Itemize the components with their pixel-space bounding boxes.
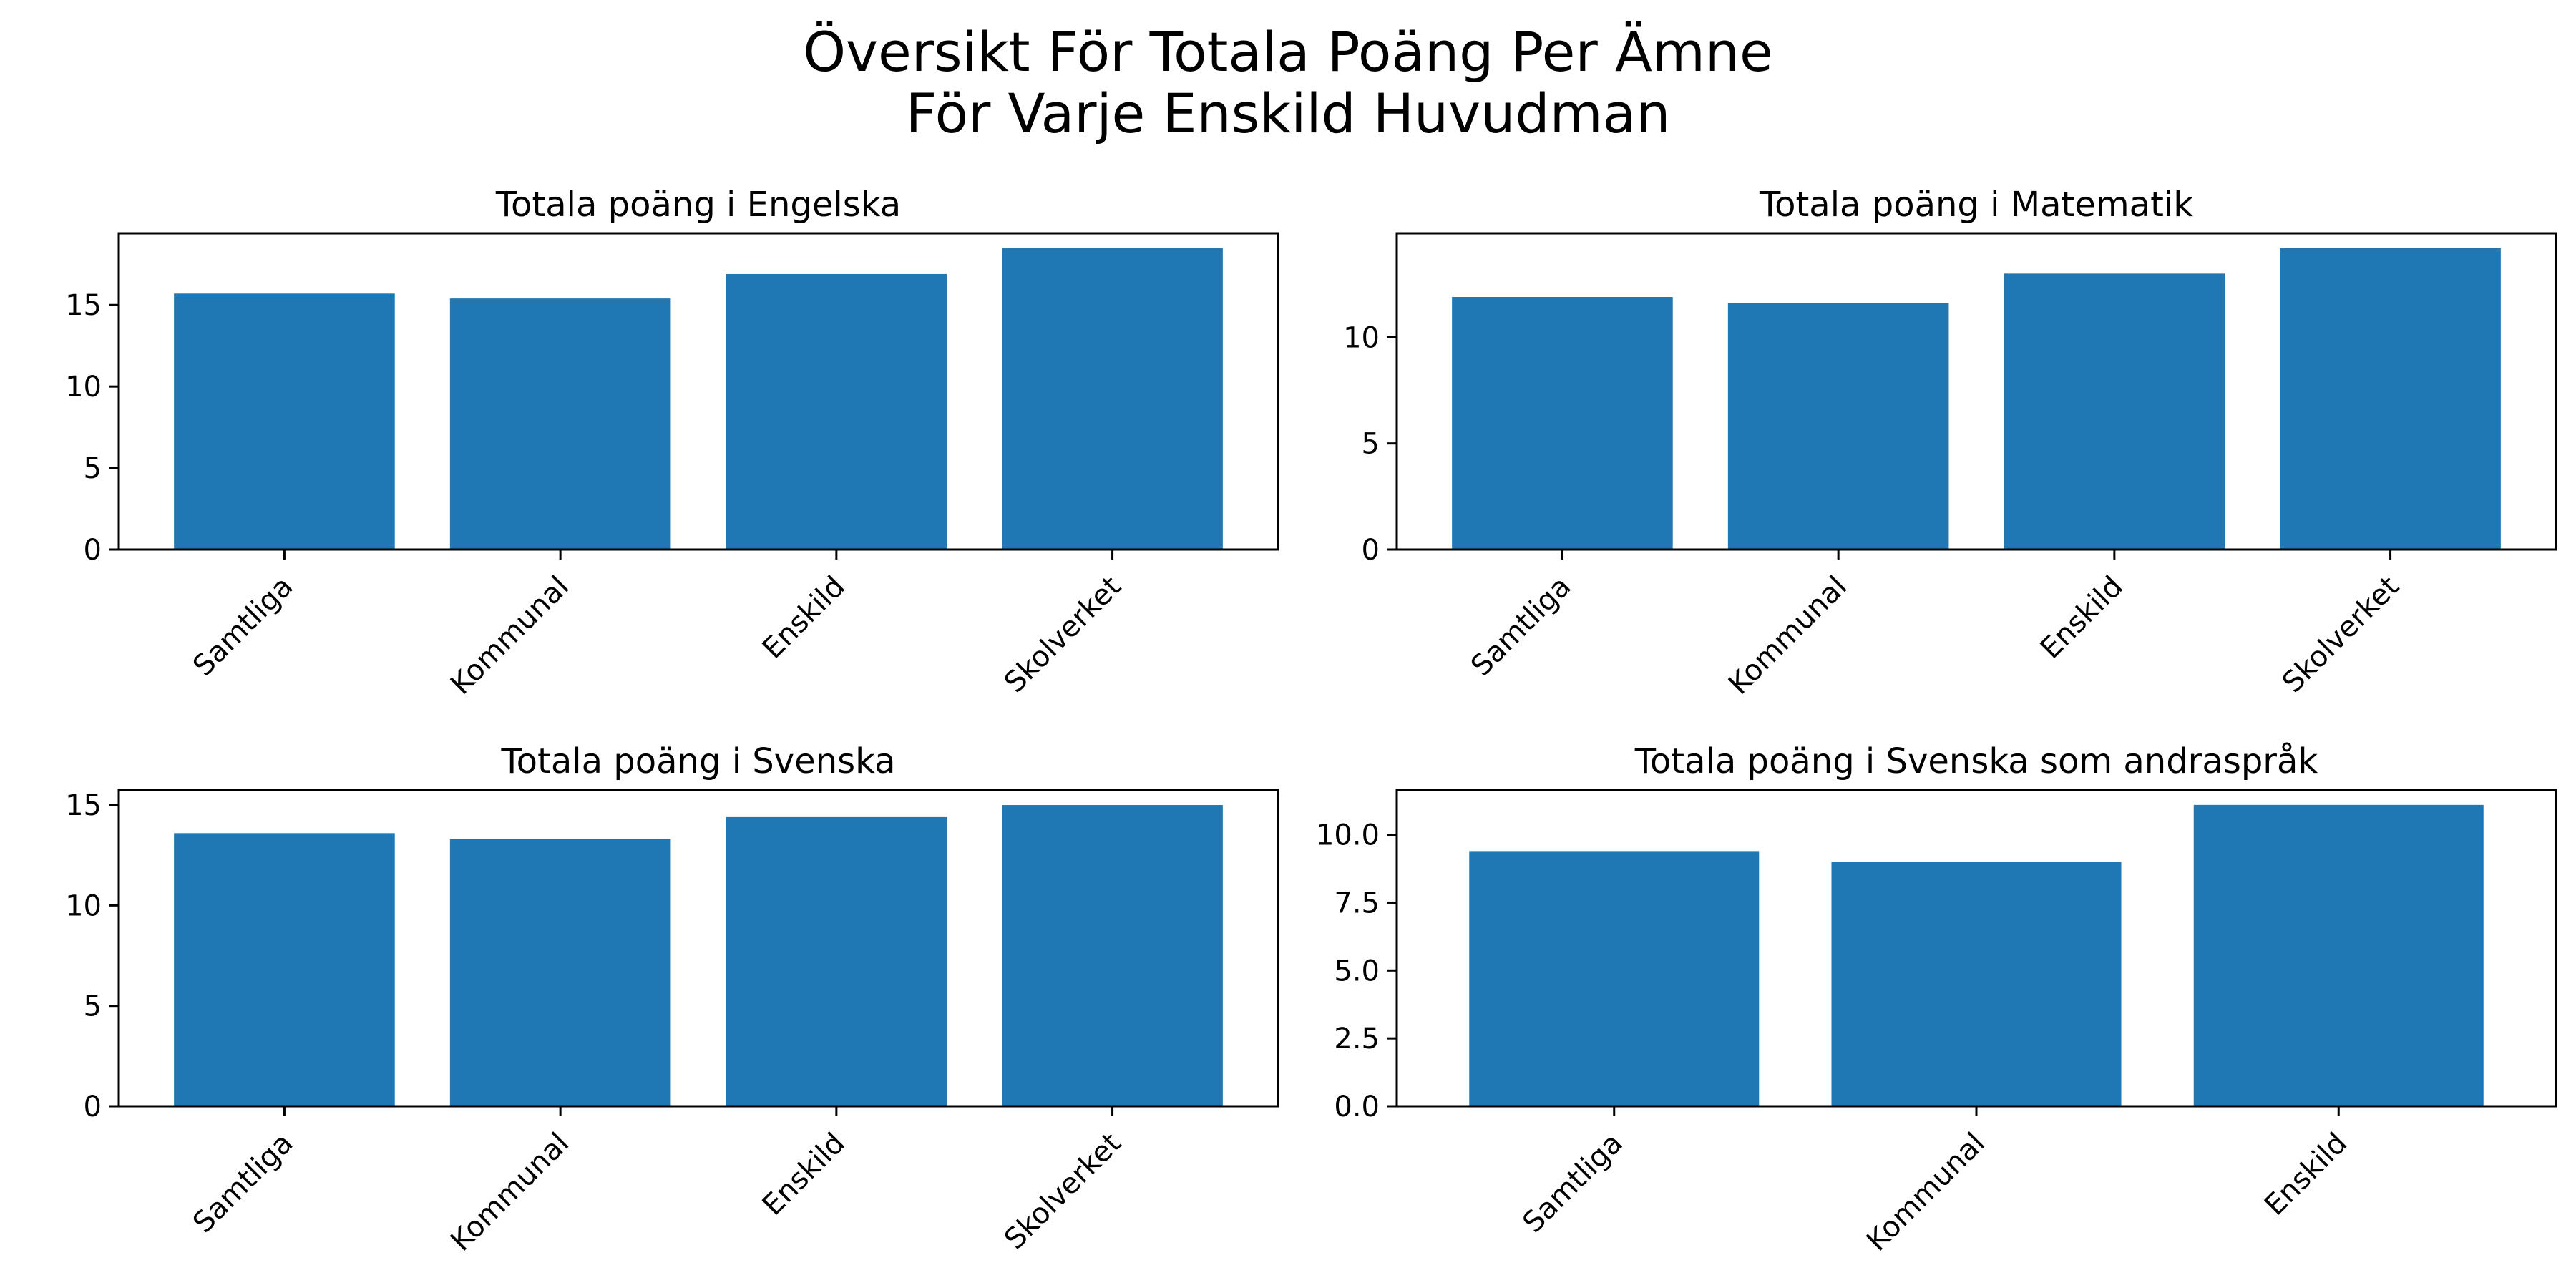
axes-frame (117, 789, 1279, 1108)
y-tick-label: 0 (1362, 534, 1380, 567)
subplot-2: Totala poäng i Matematik 0 5 10 Samtliga Komm… (1343, 185, 2557, 701)
y-tick-label: 5 (84, 452, 102, 485)
bar-kommunal (1727, 303, 1949, 550)
figure-title-line-1: Översikt För Totala Poäng Per Ämne (803, 20, 1773, 84)
bar-enskild (2193, 804, 2484, 1106)
subplot-title: Totala poäng i Svenska som andraspråk (1634, 741, 2318, 781)
x-tick-label: Skolverket (2276, 570, 2406, 700)
bar-enskild (2004, 273, 2225, 550)
bar-skolverket (1002, 248, 1223, 550)
subplot-title: Totala poäng i Engelska (495, 185, 901, 225)
y-tick-label: 2.5 (1334, 1023, 1380, 1055)
x-tick-label: Samtliga (187, 570, 299, 683)
bar-kommunal (1831, 862, 2122, 1106)
subplot-title: Totala poäng i Matematik (1759, 185, 2193, 225)
bar-enskild (726, 816, 947, 1106)
bar-kommunal (449, 839, 671, 1106)
bar-skolverket (1002, 805, 1223, 1106)
y-tick-label: 15 (65, 289, 102, 322)
y-tick-label: 10 (1343, 321, 1380, 354)
figure-title: Översikt För Totala Poäng Per Ämne För V… (0, 21, 2576, 145)
y-tick-label: 10.0 (1316, 819, 1380, 852)
y-tick-label: 5 (84, 990, 102, 1023)
x-tick-label: Kommunal (444, 1127, 575, 1258)
x-tick-label: Skolverket (998, 1127, 1128, 1257)
bar-samtliga (1452, 296, 1673, 550)
bar-enskild (726, 273, 947, 550)
y-tick-label: 0.0 (1334, 1091, 1380, 1123)
bar-samtliga (174, 833, 395, 1106)
x-tick-label: Kommunal (1722, 570, 1853, 701)
x-tick-label: Enskild (2034, 570, 2129, 665)
bar-samtliga (174, 293, 395, 550)
y-tick-label: 0 (84, 534, 102, 567)
y-tick-label: 7.5 (1334, 887, 1380, 919)
y-tick-label: 10 (65, 889, 102, 922)
bar-kommunal (449, 298, 671, 550)
x-tick-label: Samtliga (1465, 570, 1577, 683)
subplot-title: Totala poäng i Svenska (501, 741, 896, 781)
y-tick-label: 5 (1362, 428, 1380, 461)
x-tick-label: Enskild (2258, 1127, 2353, 1222)
x-tick-label: Kommunal (444, 570, 575, 701)
x-tick-label: Kommunal (1860, 1127, 1991, 1258)
axes-frame (1395, 232, 2557, 551)
bar-skolverket (2280, 248, 2501, 550)
axes-frame (117, 232, 1279, 551)
y-tick-label: 5.0 (1334, 955, 1380, 987)
subplot-1: Totala poäng i Engelska 0 5 10 15 Samtliga Kom… (65, 185, 1279, 701)
y-tick-label: 15 (65, 789, 102, 822)
subplot-3: Totala poäng i Svenska 0 5 10 15 Samtliga Komm… (65, 741, 1279, 1258)
x-tick-label: Samtliga (1516, 1127, 1629, 1239)
subplot-4: Totala poäng i Svenska som andraspråk 0.0… (1316, 741, 2557, 1258)
figure-title-line-2: För Varje Enskild Huvudman (905, 82, 1671, 145)
y-tick-label: 0 (84, 1091, 102, 1123)
x-tick-label: Samtliga (187, 1127, 299, 1239)
x-tick-label: Enskild (756, 1127, 852, 1222)
x-tick-label: Enskild (756, 570, 852, 665)
x-tick-label: Skolverket (998, 570, 1128, 700)
bar-samtliga (1469, 851, 1760, 1106)
y-tick-label: 10 (65, 371, 102, 404)
